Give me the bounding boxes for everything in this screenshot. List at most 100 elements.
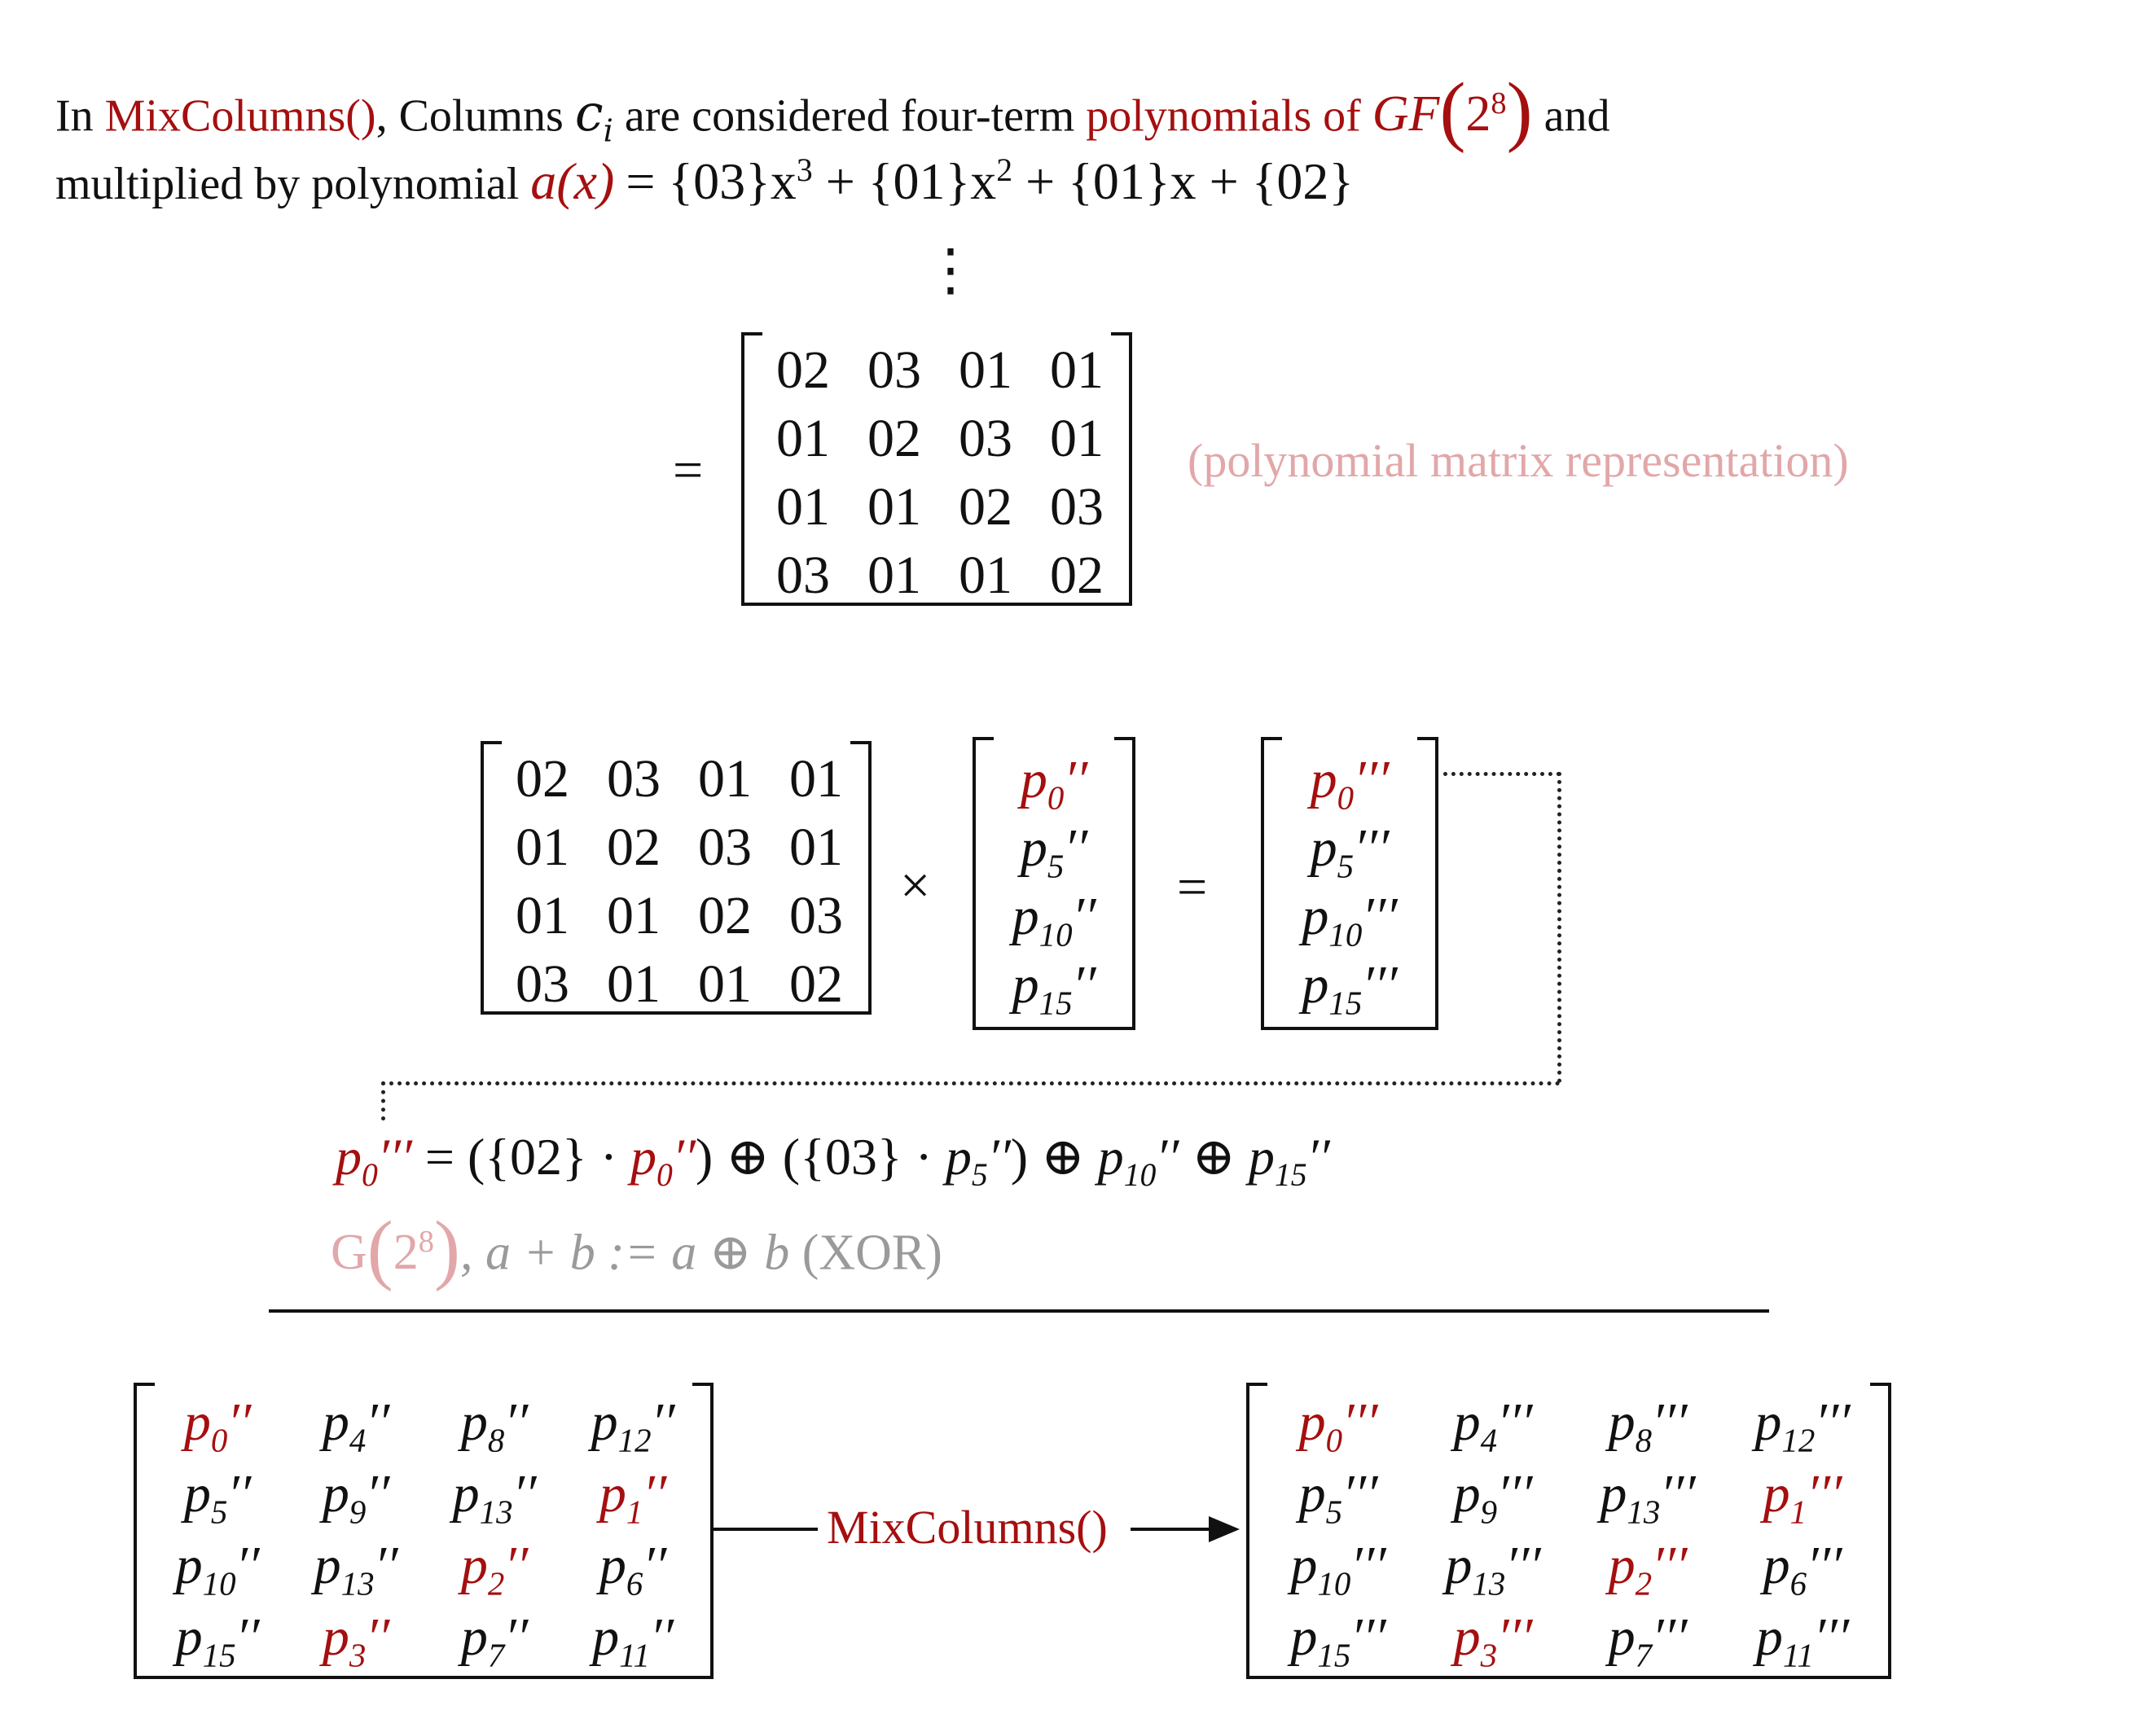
state-after-term-subscript: 12 (1781, 1422, 1816, 1459)
state-before-term: p10′′ (175, 1536, 260, 1601)
field-g-symbol: G(28) (331, 1205, 460, 1292)
coefficient-matrix-cell: 01 (607, 886, 661, 945)
state-after-term-base: p (1445, 1536, 1473, 1595)
state-before-term-subscript: 9 (349, 1493, 367, 1531)
state-before-term-prime: ′′ (643, 1536, 667, 1595)
state-before-term-subscript: 10 (202, 1565, 236, 1603)
input-vector-term-prime: ′′ (1064, 750, 1088, 809)
multiply-sign: × (900, 856, 931, 915)
state-before-term-prime: ′′ (504, 1607, 529, 1667)
state-after-cell: p15′′′ (1261, 1611, 1416, 1673)
output-vector-term-base: p (1310, 750, 1337, 809)
separator-line (269, 1309, 1769, 1313)
input-vector-term-base: p (1020, 750, 1047, 809)
polynomial-matrix-cell: 01 (867, 546, 921, 605)
coefficient-matrix-cell: 02 (789, 954, 843, 1014)
intro-line-2: multiplied by polynomial a(x) = {03}x3 +… (55, 151, 1354, 212)
intro-word-in: In (55, 90, 94, 142)
polynomial-matrix-cell: 01 (776, 477, 830, 537)
state-after-cell: p4′′′ (1416, 1396, 1570, 1458)
formula-term-p5: p5′′ (945, 1128, 1011, 1193)
state-before-term: p13′′ (314, 1536, 398, 1601)
formula-term-p0: p0′′ (630, 1128, 696, 1193)
state-after-term-base: p (1453, 1392, 1481, 1452)
output-vector-term-subscript: 15 (1328, 984, 1363, 1022)
coefficient-matrix-cell: 01 (516, 886, 569, 945)
coefficient-matrix-cell: 03 (607, 749, 661, 809)
input-vector-entry: p5′′ (976, 822, 1132, 884)
gf-symbol: GF(28) (1372, 67, 1533, 154)
state-before-term-prime: ′′ (504, 1536, 529, 1595)
state-after-cell: p1′′′ (1725, 1467, 1880, 1529)
intro-and-text: and (1543, 90, 1610, 142)
state-before-term-base: p (175, 1536, 203, 1595)
input-vector-entry: p15′′ (976, 955, 1132, 1020)
polynomial-matrix-cell: 03 (959, 409, 1012, 468)
state-before-term-subscript: 11 (619, 1637, 650, 1674)
state-after-term-subscript: 11 (1782, 1637, 1814, 1674)
column-symbol: ci (574, 83, 613, 150)
state-before-cell: p13′′ (287, 1536, 425, 1601)
state-after-term: p7′′′ (1608, 1607, 1688, 1673)
polynomial-matrix-cell: 01 (1050, 340, 1104, 400)
state-before-term-prime: ′′ (366, 1392, 390, 1452)
state-after-cell: p13′′′ (1570, 1464, 1725, 1529)
connector-dotted-bottom (381, 1081, 1561, 1085)
state-after-term-subscript: 13 (1627, 1493, 1661, 1531)
polynomial-matrix-cell: 03 (776, 546, 830, 605)
state-before-term-base: p (452, 1464, 480, 1524)
state-before-term-prime: ′′ (227, 1464, 252, 1524)
state-after-term-base: p (1453, 1607, 1481, 1667)
state-before-term-base: p (314, 1536, 341, 1595)
state-after-term: p6′′′ (1763, 1536, 1842, 1601)
state-after-term-subscript: 9 (1480, 1493, 1498, 1531)
state-after-term-prime: ′′′ (1342, 1392, 1378, 1452)
xor-label: (XOR) (801, 1225, 942, 1281)
coefficient-matrix-cell: 03 (698, 818, 752, 877)
coefficient-matrix-cell: 02 (698, 886, 752, 945)
input-vector-term: p15′′ (1012, 955, 1096, 1020)
state-after-term-prime: ′′′ (1350, 1607, 1386, 1667)
state-after-term-subscript: 15 (1317, 1637, 1351, 1674)
state-before-term-subscript: 1 (626, 1493, 643, 1531)
connector-dotted-top (1443, 772, 1561, 776)
state-after-term-base: p (1755, 1607, 1783, 1667)
state-before-term-subscript: 5 (210, 1493, 228, 1531)
state-after-term-subscript: 6 (1789, 1565, 1807, 1603)
state-after-term-base: p (1600, 1464, 1627, 1524)
output-vector-term-subscript: 10 (1328, 916, 1363, 954)
state-after-term-base: p (1608, 1607, 1636, 1667)
state-before-term-subscript: 15 (202, 1637, 236, 1674)
state-after-cell: p3′′′ (1416, 1611, 1570, 1673)
state-after-term: p12′′′ (1754, 1392, 1850, 1458)
formula-lhs: p0′′′ (336, 1128, 412, 1193)
state-after-term-base: p (1290, 1607, 1318, 1667)
state-after-term-subscript: 7 (1635, 1637, 1653, 1674)
output-vector-term-base: p (1310, 818, 1337, 878)
state-after-term-subscript: 4 (1480, 1422, 1498, 1459)
state-after-term-prime: ′′′ (1350, 1536, 1386, 1595)
input-vector-term-subscript: 5 (1047, 848, 1065, 885)
state-before-cell: p15′′ (148, 1611, 287, 1673)
field-note: G(28), a + b := a ⊕ b (XOR) (331, 1205, 942, 1292)
state-before-term: p4′′ (323, 1392, 390, 1458)
xor-rule: a + b := a ⊕ b (485, 1225, 790, 1281)
state-before-term: p3′′ (323, 1607, 389, 1673)
coefficient-matrix-cell: 01 (789, 818, 843, 877)
state-before-term-prime: ′′ (650, 1607, 674, 1667)
state-after-term-subscript: 10 (1317, 1565, 1351, 1603)
state-before-term-base: p (599, 1464, 626, 1524)
state-before-term: p0′′ (184, 1392, 251, 1458)
state-after-term-prime: ′′′ (1660, 1464, 1696, 1524)
state-before-term: p8′′ (461, 1392, 528, 1458)
state-after-term-subscript: 0 (1325, 1422, 1343, 1459)
output-vector-term: p0′′′ (1310, 750, 1390, 815)
state-before-term-subscript: 0 (210, 1422, 228, 1459)
output-vector-term-subscript: 5 (1337, 848, 1355, 885)
state-before-term-base: p (175, 1607, 203, 1667)
polynomial-matrix-cell: 03 (1050, 477, 1104, 537)
state-before-cell: p1′′ (564, 1464, 702, 1529)
polynomial-matrix-cell: 03 (867, 340, 921, 400)
state-after-term-prime: ′′′ (1807, 1536, 1842, 1595)
state-matrix-before: p0′′ p4′′ p8′′ p12′′ p5′′ p9′′ p13′′ p1′′ p10′′ p… (134, 1379, 714, 1682)
